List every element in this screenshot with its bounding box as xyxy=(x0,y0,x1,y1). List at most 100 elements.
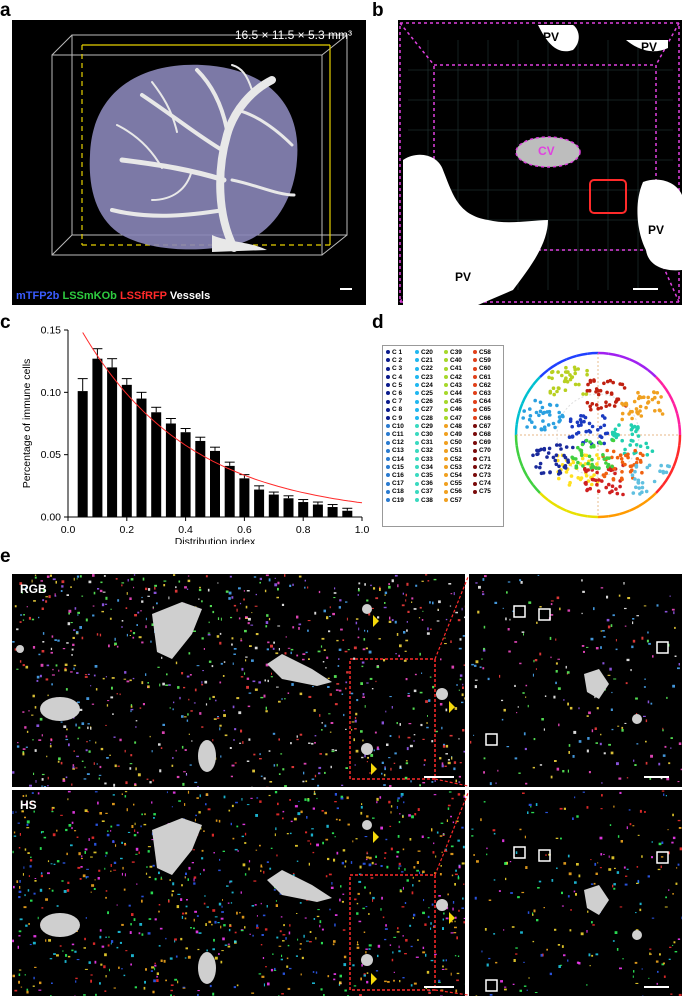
legend-dot-icon xyxy=(444,374,448,379)
cell-point xyxy=(633,469,637,474)
cell-point xyxy=(590,482,594,487)
cell-point xyxy=(605,464,610,469)
legend-label: C33 xyxy=(421,455,433,463)
legend-label: C70 xyxy=(479,447,491,455)
cell-point xyxy=(555,389,559,394)
legend-item: C56 xyxy=(444,488,462,496)
legend-dot-icon xyxy=(386,497,390,502)
cell-point xyxy=(589,466,594,470)
legend-item: C42 xyxy=(444,374,462,382)
legend-dot-icon xyxy=(444,489,448,494)
legend-item: C 1 xyxy=(386,349,404,357)
hue-ring-segment xyxy=(675,445,681,457)
cell-point xyxy=(636,396,641,401)
cell-point xyxy=(568,462,573,467)
hue-ring-segment xyxy=(515,413,521,425)
cell-point xyxy=(571,460,576,465)
legend-item: C24 xyxy=(415,382,433,390)
panel-label-c: c xyxy=(0,312,11,333)
cell-point xyxy=(533,425,537,429)
cv-label: CV xyxy=(538,144,555,158)
cell-point xyxy=(614,487,618,491)
legend-item: C16 xyxy=(386,472,404,480)
cell-point xyxy=(538,461,543,466)
cell-point xyxy=(590,457,594,462)
cell-point xyxy=(590,424,595,429)
legend-label: C52 xyxy=(450,455,462,463)
cell-point xyxy=(605,448,609,453)
cell-point xyxy=(639,414,644,418)
cell-point xyxy=(580,442,585,447)
legend-item: C 9 xyxy=(386,415,404,423)
y-tick-label: 0.05 xyxy=(41,449,62,461)
legend-item: C31 xyxy=(415,439,433,447)
cell-point xyxy=(543,427,547,432)
cell-point xyxy=(635,427,639,432)
legend-dot-icon xyxy=(444,448,448,453)
legend-label: C 9 xyxy=(392,414,403,422)
legend-label: C43 xyxy=(450,381,462,389)
legend-item: C45 xyxy=(444,398,462,406)
cell-point xyxy=(638,444,643,448)
legend-label: C12 xyxy=(392,439,404,447)
cell-point xyxy=(568,373,572,377)
legend-label: C35 xyxy=(421,472,433,480)
legend-label: C66 xyxy=(479,414,491,422)
cell-point xyxy=(546,423,551,427)
hue-ring-segment xyxy=(597,515,609,519)
legend-label: C39 xyxy=(450,349,462,356)
cell-point xyxy=(636,481,641,485)
cell-point xyxy=(630,409,634,414)
hue-ring-segment xyxy=(638,362,649,371)
cell-point xyxy=(652,390,656,395)
hue-ring-segment xyxy=(556,358,568,366)
cell-point xyxy=(605,390,609,395)
cell-point xyxy=(548,403,553,407)
legend-item: C51 xyxy=(444,447,462,455)
cell-point xyxy=(653,409,657,413)
legend-item: C23 xyxy=(415,374,433,382)
cell-point xyxy=(554,462,559,467)
legend-label: C20 xyxy=(421,349,433,356)
hue-ring-segment xyxy=(521,465,529,477)
cell-point xyxy=(588,404,592,409)
legend-item: C67 xyxy=(473,423,491,431)
legend-label: C64 xyxy=(479,398,491,406)
cell-point xyxy=(547,375,551,380)
bar xyxy=(268,494,279,517)
legend-dot-icon xyxy=(386,399,390,404)
legend-dot-icon xyxy=(415,448,419,453)
hue-ring-segment xyxy=(539,368,549,378)
legend-dot-icon xyxy=(473,407,477,412)
cell-point xyxy=(621,492,625,497)
cell-point xyxy=(566,458,570,462)
cell-point xyxy=(627,412,631,416)
cell-point xyxy=(557,419,561,424)
legend-column-2: C20 C21 C22 C23 C24 C25 C26 C27 C28 C29 C30 C31 C32 C… xyxy=(415,349,433,505)
cell-point xyxy=(618,382,622,386)
cell-point xyxy=(596,489,601,493)
cell-point xyxy=(595,462,599,466)
legend-dot-icon xyxy=(444,350,448,355)
legend-label: C10 xyxy=(392,422,404,430)
legend-dot-icon xyxy=(473,383,477,388)
cell-point xyxy=(638,404,643,409)
legend-dot-icon xyxy=(415,391,419,396)
legend-dot-icon xyxy=(444,366,448,371)
legend-dot-icon xyxy=(386,350,390,355)
legend-item: C19 xyxy=(386,497,404,505)
hue-ring-segment xyxy=(647,492,657,502)
legend-item: C 3 xyxy=(386,365,404,373)
cell-point xyxy=(584,474,589,478)
dimension-text: 16.5 × 11.5 × 5.3 mm³ xyxy=(234,28,352,42)
cell-point xyxy=(630,426,635,430)
x-tick-label: 1.0 xyxy=(355,524,370,536)
hue-ring-segment xyxy=(587,351,599,355)
panel-a-image: 16.5 × 11.5 × 5.3 mm³ mTFP2b LSSmKOb LSS… xyxy=(12,20,366,305)
cell-point xyxy=(589,407,593,412)
hue-ring-segment xyxy=(525,384,534,395)
legend-label: C53 xyxy=(450,463,462,471)
cell-point xyxy=(588,380,593,384)
legend-item: C69 xyxy=(473,439,491,447)
cell-point xyxy=(585,368,589,373)
